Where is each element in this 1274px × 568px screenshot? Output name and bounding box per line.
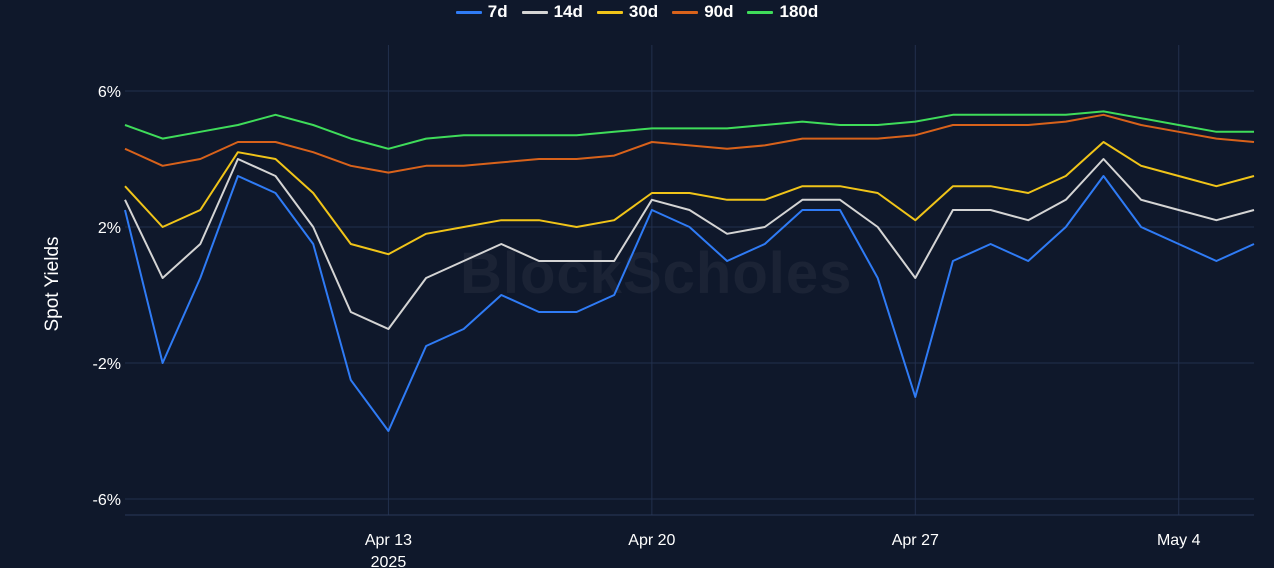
- legend-item-180d[interactable]: 180d: [747, 2, 818, 22]
- legend-swatch-7d: [455, 10, 482, 14]
- x-tick-label: May 4: [1157, 532, 1201, 549]
- x-tick-label: Apr 13: [365, 532, 412, 549]
- series-line-180d[interactable]: [124, 110, 1254, 150]
- x-tick-sublabel: 2025: [371, 554, 407, 568]
- legend-label-7d: 7d: [487, 2, 508, 21]
- legend-label-180d: 180d: [779, 2, 819, 21]
- legend-item-14d[interactable]: 14d: [521, 2, 583, 22]
- legend-swatch-14d: [521, 10, 548, 14]
- y-tick-label: 2%: [98, 220, 121, 237]
- series-line-90d[interactable]: [124, 113, 1255, 174]
- legend: 7d 14d 30d 90d 180d: [0, 2, 1274, 22]
- x-tick-label: Apr 20: [628, 532, 675, 549]
- legend-label-14d: 14d: [553, 2, 583, 21]
- legend-swatch-30d: [596, 10, 623, 14]
- series-line-7d[interactable]: [124, 175, 1255, 432]
- legend-swatch-90d: [672, 10, 699, 14]
- legend-label-30d: 30d: [628, 2, 659, 21]
- y-tick-label: -6%: [93, 492, 121, 509]
- grid: [125, 45, 1254, 516]
- series-layer: [124, 110, 1255, 432]
- x-tick-label: Apr 27: [892, 532, 939, 549]
- legend-item-30d[interactable]: 30d: [596, 2, 659, 22]
- series-line-14d[interactable]: [124, 158, 1255, 330]
- legend-item-7d[interactable]: 7d: [455, 2, 508, 22]
- y-ticks: 6% 2% -2% -6%: [93, 84, 121, 509]
- y-axis-label: Spot Yields: [42, 236, 63, 331]
- series-line-30d[interactable]: [124, 141, 1255, 256]
- x-ticks: Apr 13 2025 Apr 20 Apr 27 May 4: [365, 532, 1201, 568]
- legend-swatch-180d: [747, 10, 774, 14]
- legend-item-90d[interactable]: 90d: [672, 2, 733, 22]
- legend-label-90d: 90d: [704, 2, 734, 21]
- watermark: BlockScholes: [460, 241, 853, 306]
- y-tick-label: 6%: [98, 84, 121, 101]
- y-tick-label: -2%: [93, 356, 121, 373]
